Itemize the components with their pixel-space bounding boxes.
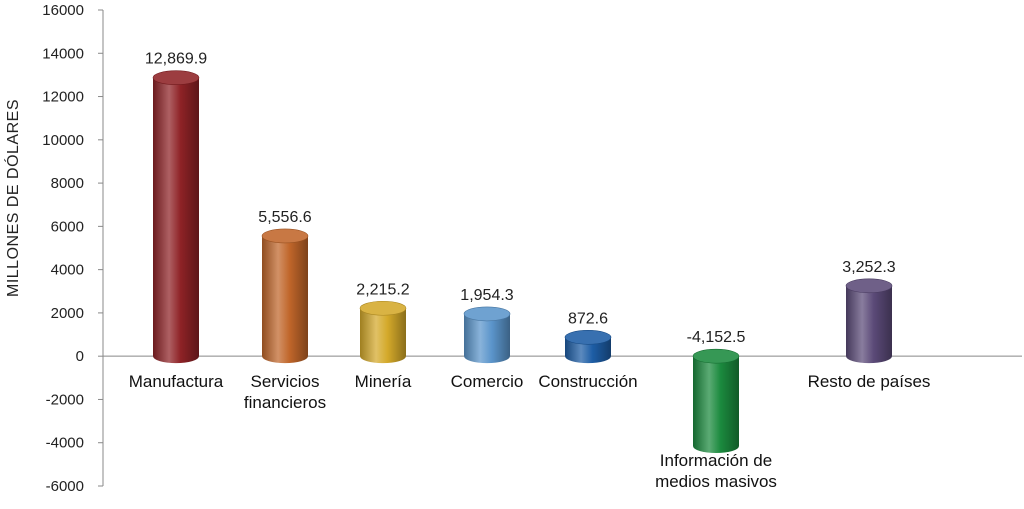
- data-label: 2,215.2: [356, 281, 409, 298]
- labels: 12,869.9 5,556.6 2,215.2 1,954.3 872.6 -4,152…: [129, 51, 931, 491]
- bar: [692, 348, 740, 454]
- bar: [564, 330, 612, 364]
- y-tick-label: -4000: [46, 435, 84, 452]
- data-label: 1,954.3: [460, 287, 513, 304]
- y-tick-label: 14000: [42, 45, 84, 62]
- y-tick-label: 6000: [51, 218, 84, 235]
- x-category-label: Servicios financieros: [244, 372, 326, 412]
- x-category-label: Información de medios masivos: [655, 451, 777, 491]
- x-category-label: Comercio: [451, 372, 524, 391]
- y-tick-label: -6000: [46, 478, 84, 495]
- data-label: -4,152.5: [687, 329, 746, 346]
- bar: [845, 278, 893, 364]
- data-label: 5,556.6: [258, 209, 311, 226]
- bar: [261, 228, 309, 364]
- y-tick-label: 12000: [42, 89, 84, 106]
- x-category-label: Minería: [355, 372, 412, 391]
- data-label: 12,869.9: [145, 51, 207, 68]
- axes: 16000 14000 12000 10000 8000 6000 4000 2000 0 -20…: [42, 2, 1022, 495]
- y-axis-title: MILLONES DE DÓLARES: [3, 99, 22, 297]
- bar: [152, 70, 200, 364]
- y-tick-label: 10000: [42, 132, 84, 149]
- y-tick-label: 4000: [51, 262, 84, 279]
- bar: [463, 306, 511, 364]
- x-category-label: Construcción: [538, 372, 637, 391]
- data-label: 872.6: [568, 310, 608, 327]
- x-category-label: Resto de países: [808, 372, 931, 391]
- y-tick-label: 16000: [42, 2, 84, 19]
- y-tick-label: 0: [76, 348, 84, 365]
- bars: [152, 70, 893, 454]
- data-label: 3,252.3: [842, 259, 895, 276]
- y-tick-label: 2000: [51, 305, 84, 322]
- bar: [359, 300, 407, 364]
- y-tick-label: 8000: [51, 175, 84, 192]
- x-category-label: Manufactura: [129, 372, 224, 391]
- y-tick-label: -2000: [46, 391, 84, 408]
